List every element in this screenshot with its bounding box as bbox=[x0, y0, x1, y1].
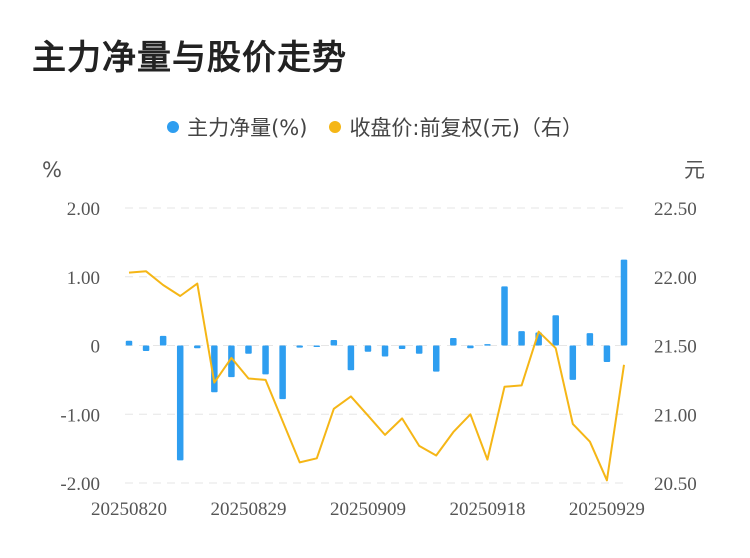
right-tick-label: 20.50 bbox=[654, 474, 697, 495]
bar bbox=[159, 335, 167, 346]
bar bbox=[347, 345, 355, 371]
bar bbox=[364, 345, 372, 352]
bar bbox=[586, 333, 594, 346]
right-tick-label: 22.00 bbox=[654, 268, 697, 289]
bar bbox=[603, 345, 611, 362]
right-tick-label: 22.50 bbox=[654, 199, 697, 220]
x-tick-label: 20250929 bbox=[569, 499, 645, 520]
right-axis-unit: 元 bbox=[684, 158, 705, 182]
legend-bar-marker bbox=[167, 121, 180, 133]
legend: 主力净量(%) 收盘价:前复权(元)（右） bbox=[0, 112, 750, 142]
bar bbox=[467, 345, 474, 349]
legend-label-close-price: 收盘价:前复权(元)（右） bbox=[349, 116, 583, 140]
left-tick-label: -2.00 bbox=[60, 474, 100, 495]
bar bbox=[245, 345, 252, 354]
left-tick-label: 1.00 bbox=[67, 268, 100, 289]
price-line bbox=[128, 270, 625, 482]
bar bbox=[125, 340, 133, 346]
bar bbox=[262, 345, 269, 375]
bar bbox=[415, 345, 423, 354]
bar bbox=[313, 345, 321, 347]
left-tick-label: 2.00 bbox=[67, 199, 100, 220]
right-tick-label: 21.00 bbox=[654, 405, 697, 426]
left-tick-label: -1.00 bbox=[60, 405, 100, 426]
left-axis-unit: % bbox=[42, 158, 62, 182]
legend-label-net-volume: 主力净量(%) bbox=[187, 116, 308, 140]
legend-item-net-volume[interactable]: 主力净量(%) bbox=[167, 112, 307, 142]
bar bbox=[569, 345, 577, 380]
x-tick-label: 20250918 bbox=[449, 499, 525, 520]
bar bbox=[552, 315, 559, 346]
x-tick-label: 20250909 bbox=[330, 499, 406, 520]
x-tick-label: 20250829 bbox=[210, 499, 286, 520]
left-tick-label: 0 bbox=[91, 337, 101, 358]
legend-item-close-price[interactable]: 收盘价:前复权(元)（右） bbox=[329, 112, 583, 142]
bar bbox=[176, 345, 184, 461]
bar bbox=[228, 345, 235, 378]
bar bbox=[296, 345, 303, 348]
bar bbox=[194, 345, 201, 349]
right-tick-label: 21.50 bbox=[654, 337, 697, 358]
bar bbox=[484, 344, 491, 346]
bar bbox=[432, 345, 440, 372]
bar bbox=[279, 345, 286, 400]
bar bbox=[142, 345, 150, 351]
chart-title: 主力净量与股价走势 bbox=[32, 38, 347, 78]
bar bbox=[501, 286, 508, 346]
x-tick-label: 20250820 bbox=[91, 499, 167, 520]
bar bbox=[518, 331, 525, 346]
bar bbox=[450, 337, 457, 346]
bar bbox=[330, 340, 338, 346]
bar bbox=[620, 259, 628, 346]
bar bbox=[398, 345, 406, 349]
bar bbox=[381, 345, 389, 357]
legend-line-marker bbox=[329, 121, 342, 133]
